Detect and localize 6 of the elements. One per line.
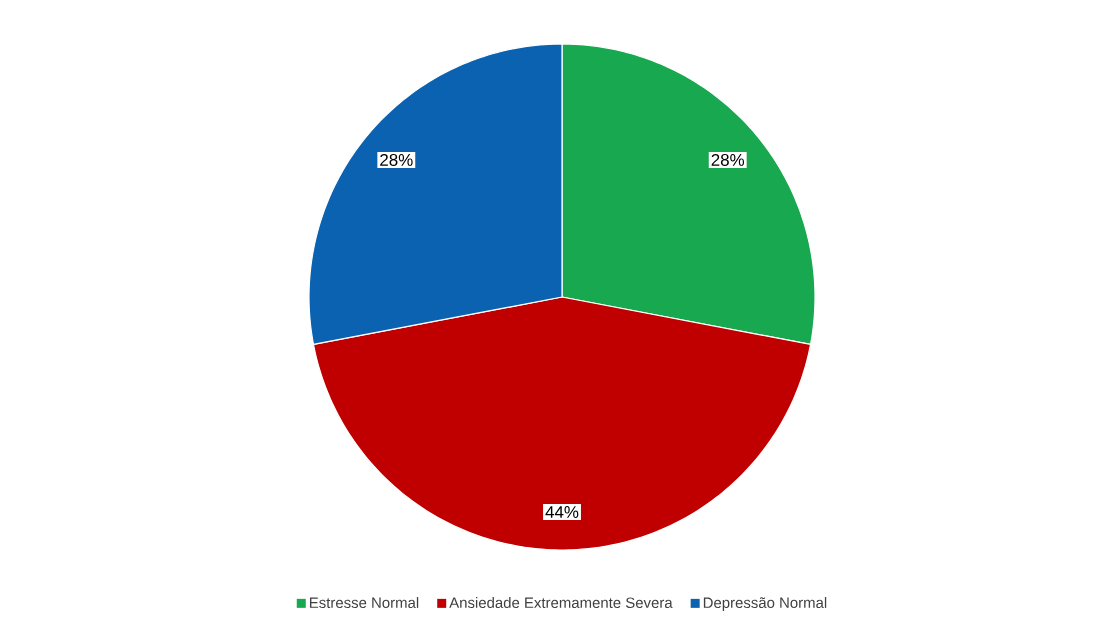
- legend-label: Depressão Normal: [703, 597, 827, 611]
- legend-label: Estresse Normal: [309, 597, 419, 608]
- data-label: 44%: [545, 506, 579, 518]
- data-label: 28%: [380, 153, 413, 166]
- legend-label: Ansiedade Extremamente Severa: [449, 597, 673, 608]
- data-label: 28%: [711, 153, 745, 166]
